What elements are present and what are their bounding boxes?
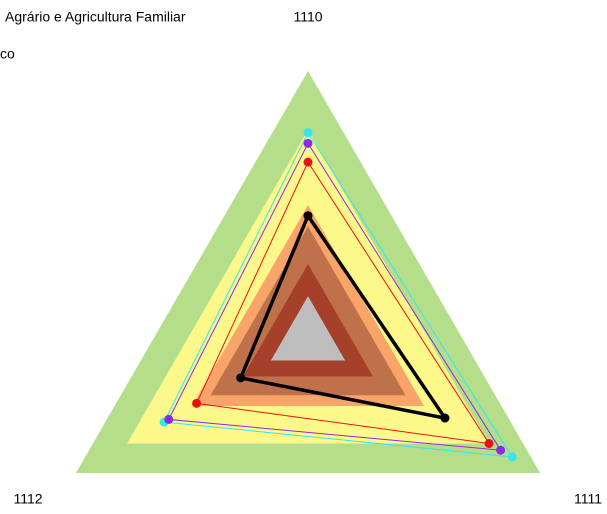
chart-title: Agrário e Agricultura Familiar	[5, 9, 186, 25]
axis-label: 1112	[13, 491, 42, 507]
axis-label: 1110	[293, 9, 322, 25]
series-point	[303, 157, 313, 167]
series-point	[303, 138, 313, 148]
series-line	[163, 131, 514, 458]
series-line	[195, 161, 491, 445]
series-point	[164, 414, 174, 424]
series-point	[507, 452, 517, 462]
series-line	[238, 212, 449, 421]
band	[270, 296, 346, 361]
series-point	[496, 445, 506, 455]
series-point	[440, 413, 450, 423]
series-point	[303, 128, 313, 138]
series-point	[192, 398, 202, 408]
series-point	[236, 373, 246, 383]
axis-label: 1111	[574, 491, 602, 507]
series-point	[303, 211, 313, 221]
series-line	[167, 142, 502, 451]
chart-subtitle: co	[0, 46, 15, 62]
series-point	[484, 439, 494, 449]
